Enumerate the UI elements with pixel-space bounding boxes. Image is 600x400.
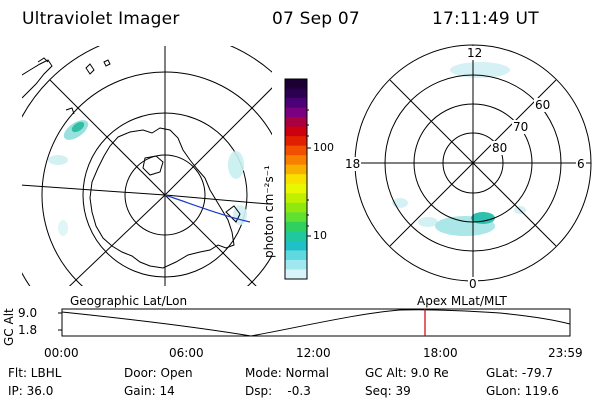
colorbar-swatch [285, 98, 307, 109]
mlt-label-12: 12 [466, 46, 484, 60]
info-door: Door: Open [124, 366, 193, 380]
colorbar-swatch [285, 193, 307, 204]
aurora-emission-right [392, 62, 526, 236]
geographic-grid [22, 46, 272, 286]
colorbar-tick-10: 10 [313, 229, 327, 242]
info-gain: Gain: 14 [124, 384, 175, 398]
timeline-xtick-1800: 18:00 [423, 346, 458, 360]
timeline-ytick-9: 9.0 [18, 306, 38, 320]
colorbar-swatch [285, 155, 307, 166]
instrument-title: Ultraviolet Imager [22, 9, 180, 29]
colorbar-swatch [285, 250, 307, 261]
colorbar-swatch [285, 269, 307, 280]
colorbar-swatch [285, 88, 307, 99]
mlat-label-60: 60 [534, 98, 552, 112]
mlat-label-70: 70 [512, 120, 530, 134]
date-label: 07 Sep 07 [272, 9, 360, 29]
time-label: 17:11:49 UT [432, 9, 539, 29]
timeline-left-title: Geographic Lat/Lon [70, 294, 188, 308]
colorbar-swatch [285, 174, 307, 185]
colorbar-swatch [285, 117, 307, 128]
colorbar-swatch [285, 240, 307, 252]
colorbar-swatch [285, 259, 307, 271]
colorbar-swatch [285, 221, 307, 232]
colorbar-swatch [285, 202, 307, 213]
timeline-ytick-1_8: 1.8 [18, 323, 38, 337]
info-mode: Mode: Normal [245, 366, 329, 380]
mlt-label-6: 6 [576, 157, 586, 171]
info-ip: IP: 36.0 [8, 384, 54, 398]
mlat-label-80: 80 [491, 141, 509, 155]
colorbar-tick-100: 100 [313, 141, 334, 154]
timeline-xtick-1200: 12:00 [296, 346, 331, 360]
mlt-label-0: 0 [468, 277, 478, 291]
info-glat: GLat: -79.7 [486, 366, 553, 380]
antarctica-coastline [89, 127, 241, 269]
colorbar-swatch [285, 212, 307, 223]
timeline-xtick-0000: 00:00 [44, 346, 79, 360]
colorbar-swatch [285, 79, 307, 90]
info-dsp: Dsp: -0.3 [245, 384, 311, 398]
info-glon: GLon: 119.6 [486, 384, 559, 398]
timeline-right-title: Apex MLat/MLT [417, 294, 507, 308]
colorbar-swatch [285, 183, 307, 194]
colorbar-swatch [285, 126, 307, 137]
colorbar-swatch [285, 231, 307, 242]
mlt-label-18: 18 [344, 157, 362, 171]
satellite-track [164, 194, 251, 223]
info-gc-alt: GC Alt: 9.0 Re [365, 366, 449, 380]
timeline-xtick-2359: 23:59 [548, 346, 583, 360]
colorbar-swatch [285, 164, 307, 175]
info-seq: Seq: 39 [365, 384, 411, 398]
colorbar-swatch [285, 136, 307, 147]
colorbar-swatch [285, 107, 307, 118]
info-filter: Flt: LBHL [8, 366, 62, 380]
colorbar-swatch [285, 145, 307, 156]
timeline-xtick-0600: 06:00 [169, 346, 204, 360]
south-america-coastline [22, 57, 111, 115]
